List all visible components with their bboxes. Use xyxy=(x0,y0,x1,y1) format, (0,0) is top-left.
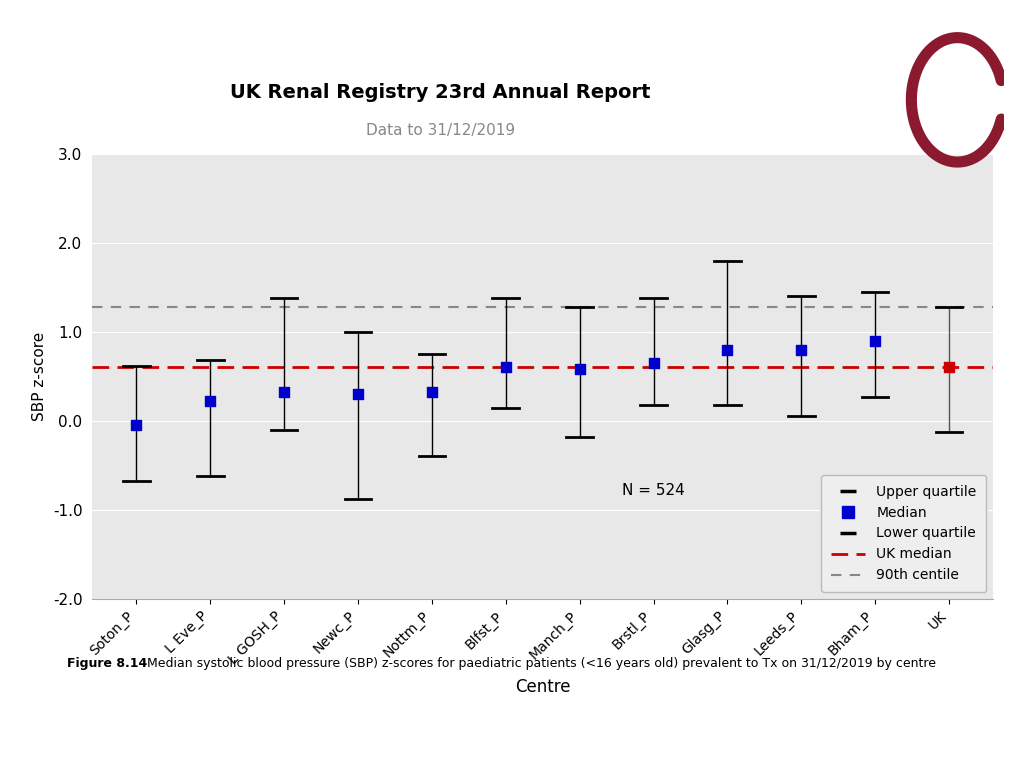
Point xyxy=(498,361,514,373)
Point xyxy=(350,388,367,400)
Point xyxy=(571,363,588,376)
Text: N = 524: N = 524 xyxy=(623,483,685,498)
Point xyxy=(128,419,144,432)
Point xyxy=(202,395,218,407)
Point xyxy=(793,343,809,356)
Text: UK Renal Registry 23rd Annual Report: UK Renal Registry 23rd Annual Report xyxy=(230,83,650,101)
Text: Figure 8.14: Figure 8.14 xyxy=(67,657,146,670)
Y-axis label: SBP z-score: SBP z-score xyxy=(33,332,47,421)
Point xyxy=(719,343,735,356)
Point xyxy=(424,386,440,399)
Point xyxy=(645,357,662,369)
X-axis label: Centre: Centre xyxy=(515,678,570,696)
Point xyxy=(867,335,884,347)
Text: Data to 31/12/2019: Data to 31/12/2019 xyxy=(366,123,515,138)
Legend: Upper quartile, Median, Lower quartile, UK median, 90th centile: Upper quartile, Median, Lower quartile, … xyxy=(821,475,986,592)
Text: Median systolic blood pressure (SBP) z-scores for paediatric patients (<16 years: Median systolic blood pressure (SBP) z-s… xyxy=(143,657,936,670)
Point xyxy=(276,386,293,399)
Point xyxy=(941,361,957,373)
